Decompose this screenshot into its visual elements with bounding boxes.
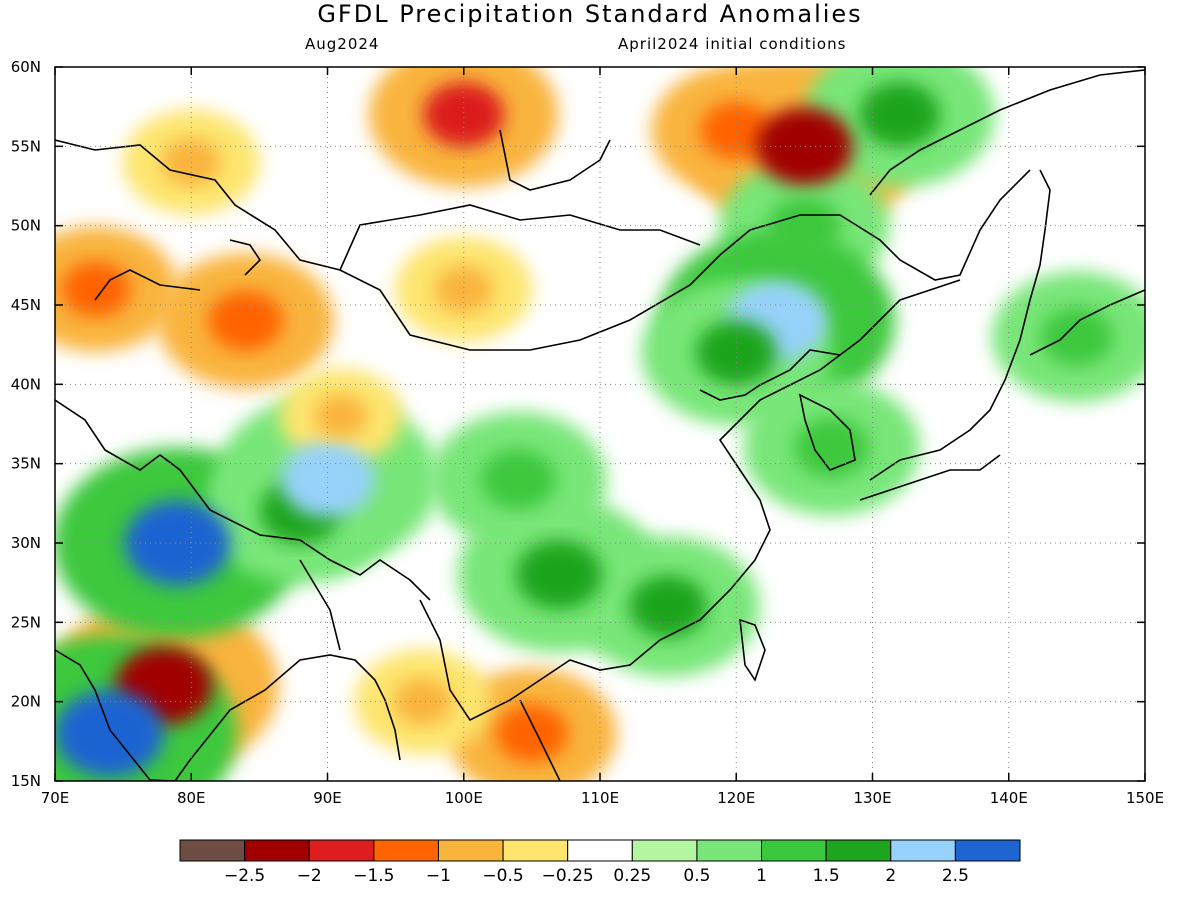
colorbar-label: 0.5 xyxy=(683,866,710,886)
lat-tick-label: 45N xyxy=(11,296,41,314)
colorbar: −2.5 −2 −1.5 −1 −0.5 −0.25 0.25 0.5 1 1.5 2 2.5 xyxy=(179,839,1021,886)
colorbar-swatch xyxy=(890,839,956,862)
colorbar-swatch xyxy=(437,839,504,862)
lon-tick-label: 70E xyxy=(41,789,70,807)
anomaly-core xyxy=(393,678,453,726)
colorbar-label: 1 xyxy=(756,866,767,886)
colorbar-label: −2.5 xyxy=(224,866,265,886)
colorbar-swatch xyxy=(696,839,763,862)
colorbar-label: 1.5 xyxy=(813,866,840,886)
colorbar-label: 2 xyxy=(885,866,896,886)
colorbar-swatch xyxy=(954,839,1021,862)
lon-tick-label: 130E xyxy=(853,789,891,807)
lat-tick-label: 15N xyxy=(11,772,41,790)
colorbar-swatch xyxy=(179,839,246,862)
anomaly-core xyxy=(755,107,854,186)
anomaly-core xyxy=(495,704,569,763)
anomaly-core xyxy=(1040,307,1114,366)
lat-tick-label: 35N xyxy=(11,455,41,473)
init-conditions-label: April2024 initial conditions xyxy=(618,35,847,53)
colorbar-label: 0.25 xyxy=(613,866,651,886)
colorbar-swatch xyxy=(567,839,633,862)
colorbar-swatch xyxy=(825,839,892,862)
colorbar-label: −1.5 xyxy=(353,866,394,886)
anomaly-core xyxy=(700,101,773,160)
anomaly-core xyxy=(208,290,284,351)
anomaly-core xyxy=(859,82,941,147)
lat-tick-label: 25N xyxy=(11,613,41,631)
lon-tick-label: 100E xyxy=(445,789,483,807)
lat-tick-label: 50N xyxy=(11,217,41,235)
anomaly-core xyxy=(423,82,505,147)
anomaly-core xyxy=(480,449,556,510)
lon-tick-label: 90E xyxy=(313,789,342,807)
colorbar-label: −1 xyxy=(426,866,451,886)
colorbar-swatch xyxy=(502,839,569,862)
colorbar-label: 2.5 xyxy=(942,866,969,886)
axis-ticks: 70E 80E 90E 100E 110E 120E 130E 140E 150E 15N 20N 2… xyxy=(11,58,1164,807)
lon-tick-label: 80E xyxy=(177,789,206,807)
lon-tick-label: 120E xyxy=(717,789,755,807)
lon-tick-label: 110E xyxy=(581,789,619,807)
colorbar-label: −0.25 xyxy=(542,866,594,886)
colorbar-swatch xyxy=(631,839,698,862)
anomaly-core xyxy=(629,575,708,638)
colorbar-label: −0.5 xyxy=(482,866,523,886)
colorbar-swatch xyxy=(373,839,439,862)
lat-tick-label: 20N xyxy=(11,693,41,711)
anomaly-core xyxy=(280,441,375,518)
lat-tick-label: 60N xyxy=(11,58,41,76)
lat-lon-gridlines xyxy=(55,67,1145,781)
colorbar-swatch xyxy=(308,839,375,862)
anomaly-core xyxy=(434,265,493,313)
colorbar-swatch xyxy=(244,839,310,862)
anomaly-core xyxy=(61,261,131,317)
anomaly-core xyxy=(55,689,164,777)
coastline-and-borders xyxy=(55,69,1145,781)
colorbar-label: −2 xyxy=(297,866,322,886)
lat-tick-label: 30N xyxy=(11,534,41,552)
anomaly-core xyxy=(768,196,841,255)
lon-tick-label: 150E xyxy=(1126,789,1164,807)
lat-tick-label: 55N xyxy=(11,137,41,155)
lat-tick-label: 40N xyxy=(11,375,41,393)
valid-month-label: Aug2024 xyxy=(305,35,380,53)
map-title: GFDL Precipitation Standard Anomalies xyxy=(317,0,863,28)
colorbar-swatch xyxy=(761,839,827,862)
anomaly-core xyxy=(314,394,368,438)
anomaly-core xyxy=(124,500,231,586)
lon-tick-label: 140E xyxy=(990,789,1028,807)
anomaly-core xyxy=(515,540,603,610)
